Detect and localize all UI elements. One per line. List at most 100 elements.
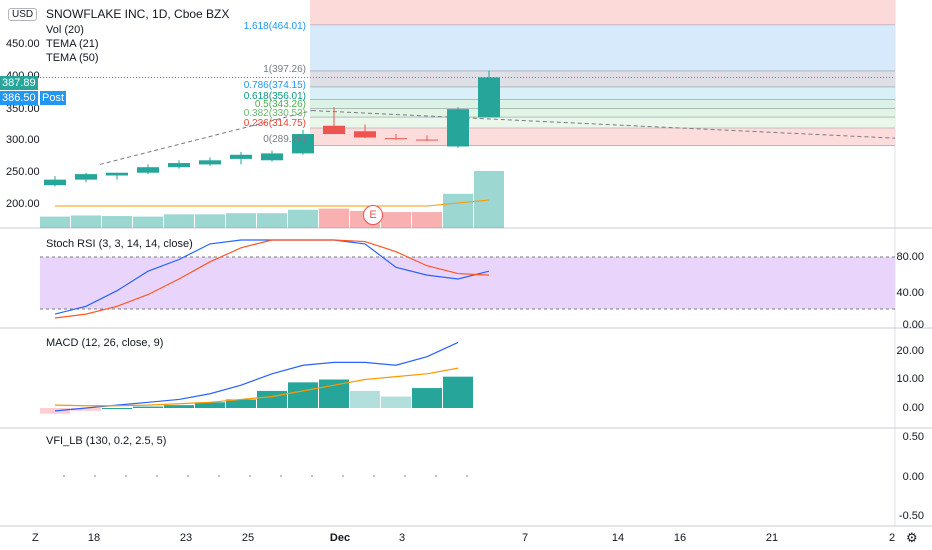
macd-histogram-bar (288, 382, 318, 408)
vfi-point (342, 475, 344, 477)
fib-band (310, 99, 895, 109)
volume-bar (319, 208, 349, 228)
vfi-title[interactable]: VFI_LB (130, 0.2, 2.5, 5) (46, 435, 167, 447)
vfi-point (435, 475, 437, 477)
macd-macd-line (54, 341, 459, 412)
symbol-title[interactable]: SNOWFLAKE INC, 1D, Cboe BZX (46, 7, 230, 21)
candle-body (230, 154, 252, 159)
candle-body (385, 138, 407, 140)
stoch-tick-0: 0.00 (902, 319, 924, 331)
price-tick-250: 250.00 (6, 166, 40, 178)
vfi-point (249, 475, 251, 477)
volume-ma-line (55, 199, 490, 207)
fib-label-0382: 0.382(330.53) (243, 108, 306, 119)
vfi-point (187, 475, 189, 477)
fib-band (310, 108, 895, 118)
currency-badge[interactable]: USD (8, 8, 38, 21)
last-price-tag: 387.89 (0, 76, 38, 90)
time-tick-7: 7 (521, 532, 529, 544)
macd-title[interactable]: MACD (12, 26, close, 9) (46, 337, 164, 349)
macd-histogram-bar (133, 406, 163, 408)
volume-bar (71, 215, 101, 228)
stoch-tick-40: 40.00 (896, 287, 924, 299)
fib-label-05: 0.5(343.26) (254, 99, 306, 110)
vfi-point (280, 475, 282, 477)
macd-histogram-bar (71, 408, 101, 411)
vfi-point (466, 475, 468, 477)
price-tick-300: 300.00 (6, 134, 40, 146)
candle-body (323, 125, 345, 135)
post-label: Post (40, 91, 67, 105)
timezone-button[interactable]: Z (32, 532, 39, 544)
indicator-vol[interactable]: Vol (20) (46, 24, 84, 36)
time-tick-18: 18 (87, 532, 101, 544)
candle-body (75, 174, 97, 180)
vfi-point (404, 475, 406, 477)
fib-label-0236: 0.236(314.75) (243, 118, 306, 129)
macd-histogram-bar (319, 379, 349, 408)
vfi-tick-050: 0.50 (902, 431, 924, 443)
time-tick-21: 21 (765, 532, 779, 544)
vfi-point (156, 475, 158, 477)
time-tick-3: 3 (398, 532, 406, 544)
volume-bar (102, 216, 132, 228)
macd-tick-0: 0.00 (902, 402, 924, 414)
fib-label-0: 0(289.26) (263, 134, 306, 145)
price-tick-450: 450.00 (6, 38, 40, 50)
volume-bar (226, 213, 256, 228)
vfi-point (218, 475, 220, 477)
candle-body (261, 153, 283, 161)
volume-bar (288, 209, 318, 228)
fib-band (310, 70, 895, 87)
fib-label-0618: 0.618(356.01) (243, 91, 306, 102)
settings-icon[interactable]: ⚙ (906, 530, 918, 545)
fib-band (310, 24, 895, 71)
volume-bar (474, 171, 504, 228)
macd-histogram-bar (257, 390, 287, 408)
volume-bar (257, 213, 287, 228)
stoch-rsi-title[interactable]: Stoch RSI (3, 3, 14, 14, close) (46, 238, 193, 250)
macd-histogram-bar (412, 388, 442, 408)
macd-tick-10: 10.00 (896, 373, 924, 385)
trendline (99, 110, 313, 165)
fib-band (310, 0, 895, 25)
fib-band (310, 117, 895, 128)
indicator-tema-50[interactable]: TEMA (50) (46, 52, 99, 64)
fib-label-1: 1(397.26) (263, 64, 306, 75)
time-tick-dec: Dec (329, 532, 351, 544)
time-tick-16: 16 (673, 532, 687, 544)
stoch-tick-80: 80.00 (896, 251, 924, 263)
price-tick-350: 350.00 (6, 103, 40, 115)
vfi-tick-000: 0.00 (902, 471, 924, 483)
earnings-marker[interactable]: E (363, 205, 383, 225)
macd-histogram-bar (195, 402, 225, 408)
trendline-ext (311, 110, 896, 139)
macd-histogram-bar (381, 396, 411, 408)
vfi-point (63, 475, 65, 477)
candle-body (199, 160, 221, 165)
vfi-point (94, 475, 96, 477)
stoch-band (40, 257, 895, 309)
post-price-tag: 386.50 (0, 91, 38, 105)
candle-body (447, 109, 469, 147)
time-tick-2: 2 (888, 532, 896, 544)
time-tick-25: 25 (241, 532, 255, 544)
indicator-tema-21[interactable]: TEMA (21) (46, 38, 99, 50)
candle-body (106, 172, 128, 176)
fib-band (310, 86, 895, 100)
candle-body (168, 163, 190, 168)
vfi-point (311, 475, 313, 477)
candle-body (292, 134, 314, 154)
candle-body (137, 167, 159, 173)
volume-bar (443, 193, 473, 228)
volume-bar (195, 214, 225, 228)
candle-body (354, 131, 376, 138)
volume-bar (381, 212, 411, 228)
vfi-tick-neg050: -0.50 (898, 510, 924, 522)
vfi-point (125, 475, 127, 477)
macd-histogram-bar (102, 408, 132, 409)
fib-band (310, 127, 895, 146)
macd-histogram-bar (350, 390, 380, 408)
vfi-point (373, 475, 375, 477)
